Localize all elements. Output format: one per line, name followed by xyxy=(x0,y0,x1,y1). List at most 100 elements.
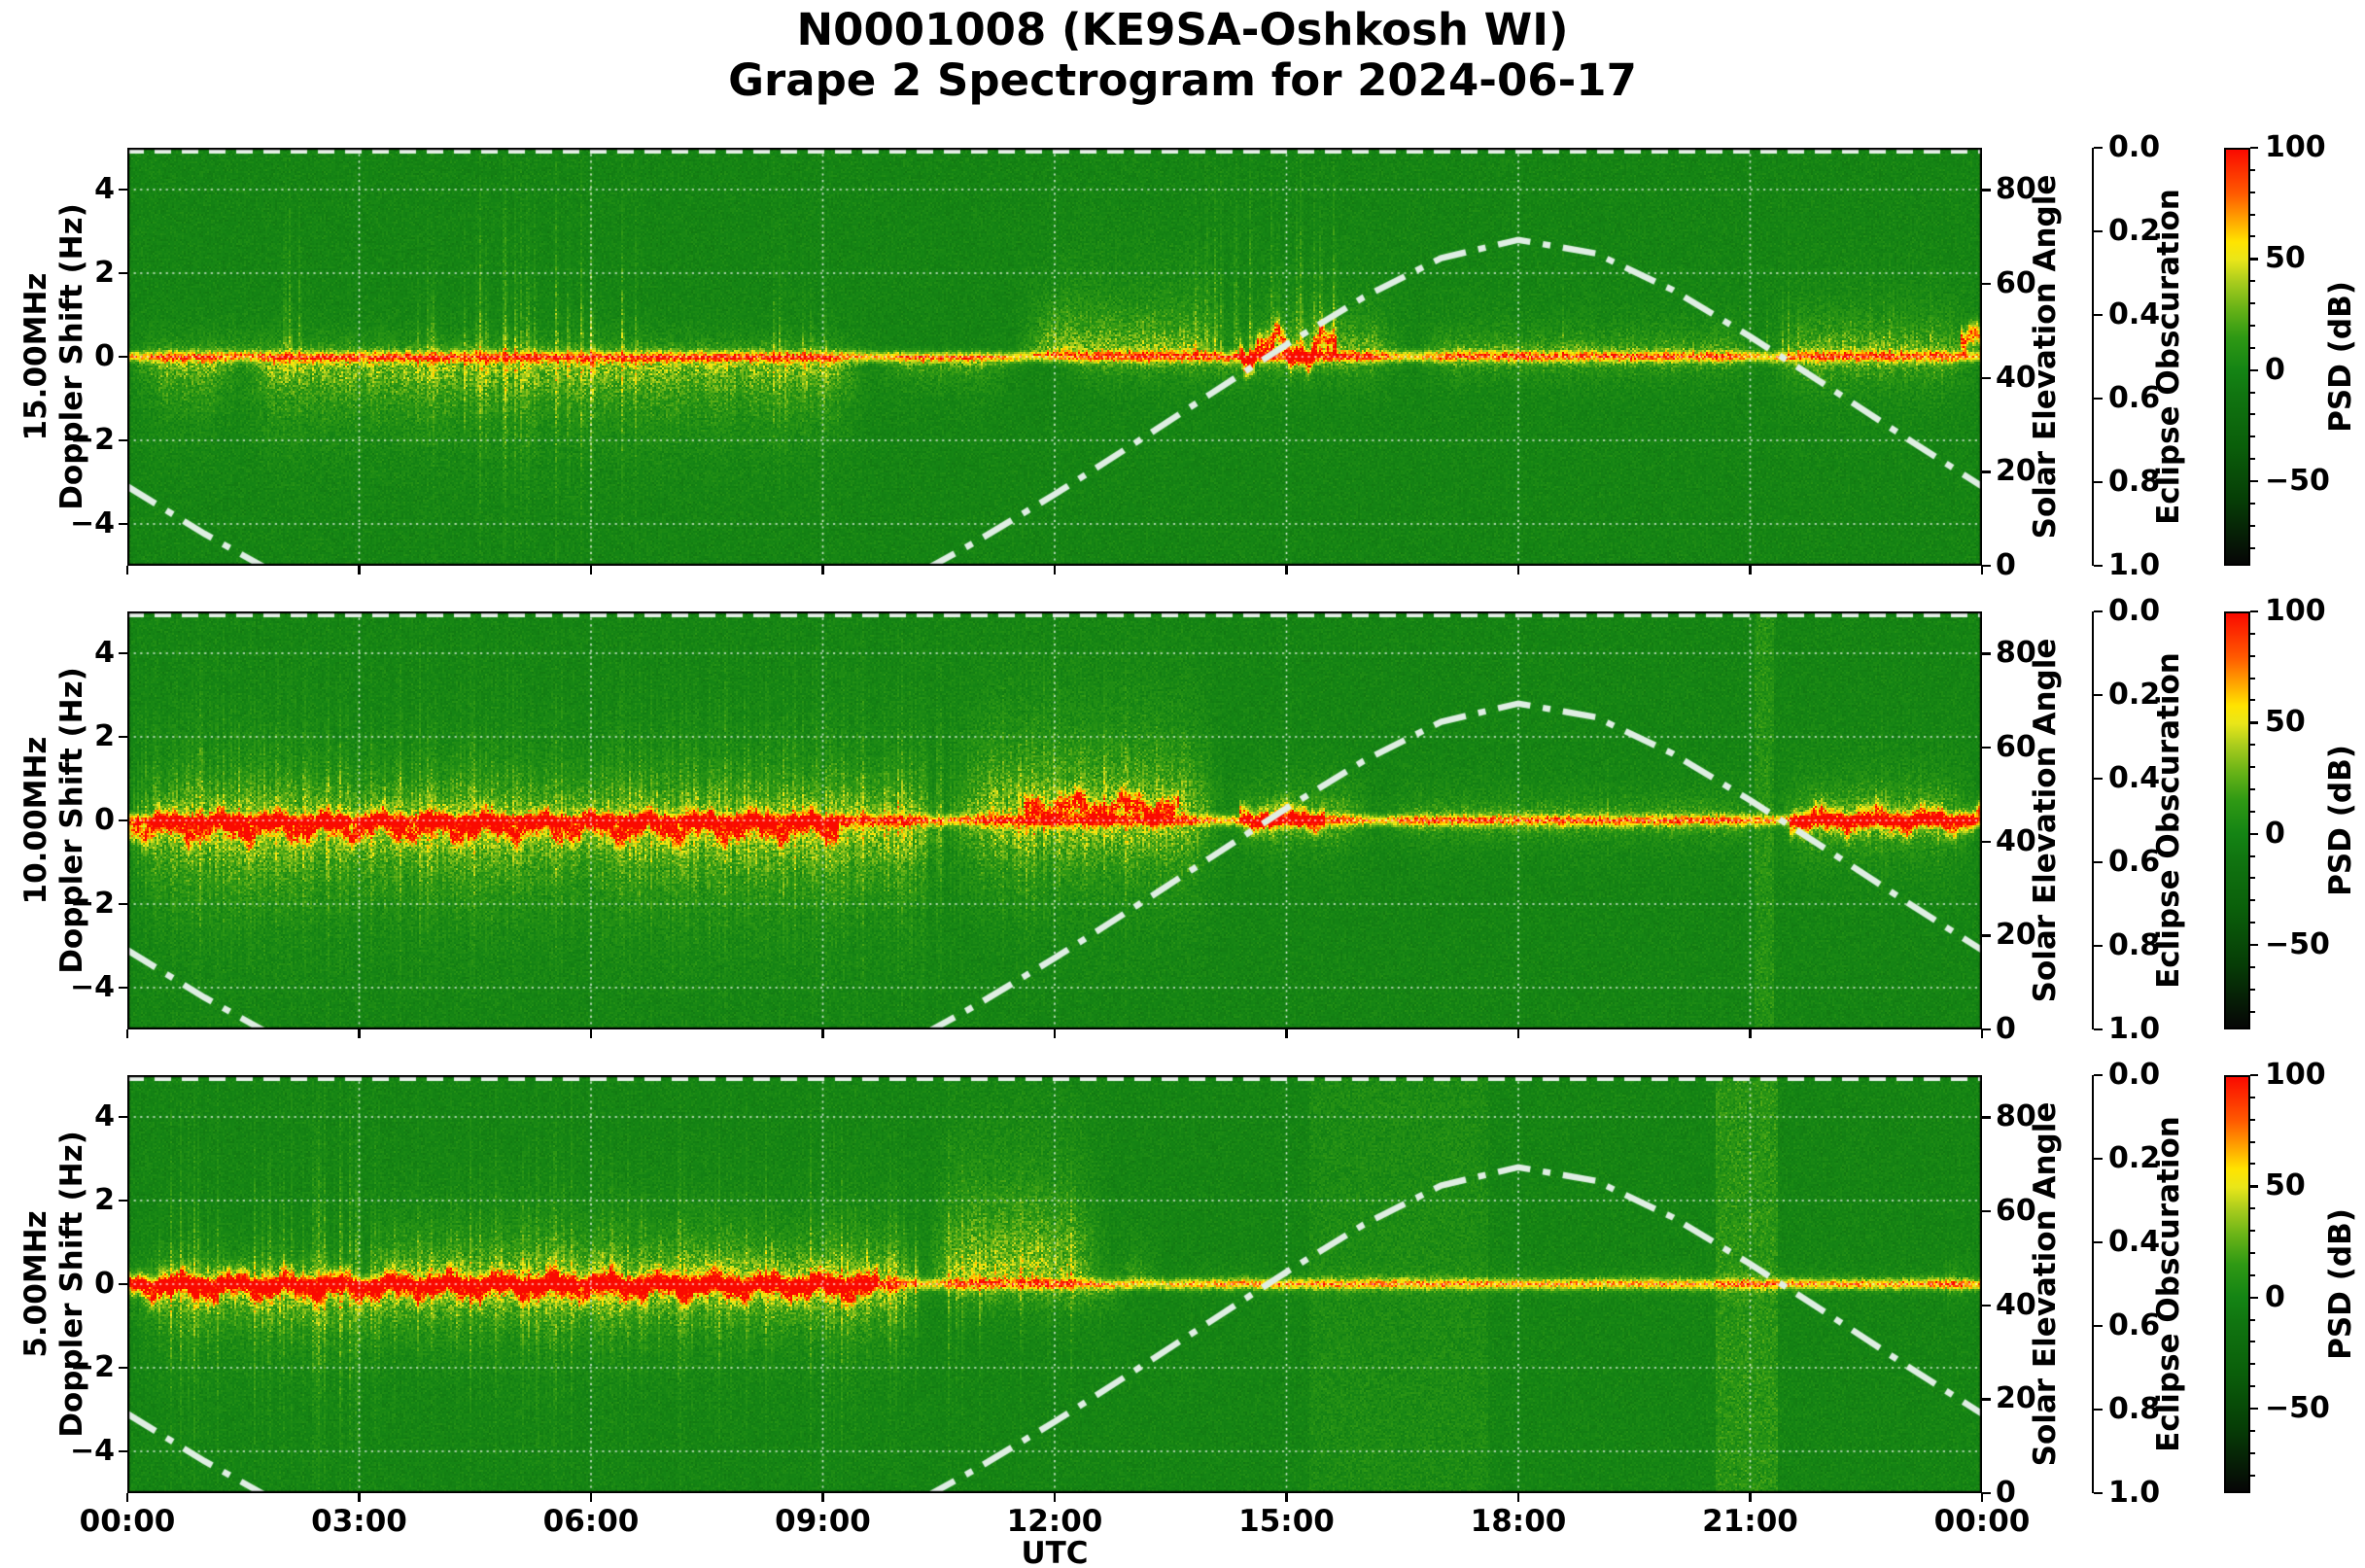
time-tick-mark xyxy=(1980,1493,1984,1502)
eclipse-tick-mark xyxy=(2094,1157,2103,1161)
doppler-tick-mark xyxy=(119,188,127,192)
eclipse-tick-label: 0.2 xyxy=(2108,214,2161,248)
doppler-tick-mark xyxy=(119,1115,127,1119)
eclipse-tick-mark xyxy=(2094,1073,2103,1077)
colorbar-minor-tick-mark xyxy=(2250,1429,2255,1432)
colorbar-minor-tick-mark xyxy=(2250,787,2255,790)
colorbar-minor-tick-mark xyxy=(2250,1140,2255,1143)
psd-colorbar-15mhz xyxy=(2224,148,2250,566)
eclipse-tick-mark xyxy=(2094,1240,2103,1244)
doppler-tick-mark xyxy=(119,735,127,739)
colorbar-tick-mark xyxy=(2250,721,2258,724)
time-tick-label: 06:00 xyxy=(542,1504,640,1539)
eclipse-tick-label: 0.0 xyxy=(2108,594,2161,628)
eclipse-tick-label: 1.0 xyxy=(2108,1012,2161,1046)
panel-overlay-canvas-5mhz xyxy=(127,1075,1982,1493)
eclipse-tick-mark xyxy=(2094,944,2103,948)
panel-overlay-canvas-15mhz xyxy=(127,148,1982,566)
colorbar-minor-tick-mark xyxy=(2250,346,2255,349)
doppler-tick-label: −4 xyxy=(69,970,115,1004)
psd-colorbar-10mhz xyxy=(2224,611,2250,1029)
time-tick-mark xyxy=(1749,1029,1752,1038)
colorbar-tick-mark xyxy=(2250,368,2258,371)
doppler-tick-mark xyxy=(119,271,127,275)
solar-tick-mark xyxy=(1982,376,1991,379)
colorbar-tick-mark xyxy=(2250,610,2258,613)
colorbar-tick-mark xyxy=(2250,832,2258,835)
doppler-tick-label: 0 xyxy=(94,803,115,837)
colorbar-minor-tick-mark xyxy=(2250,502,2255,505)
colorbar-minor-tick-mark xyxy=(2250,280,2255,283)
solar-tick-mark xyxy=(1982,1028,1991,1031)
colorbar-minor-tick-mark xyxy=(2250,168,2255,171)
eclipse-tick-label: 0.0 xyxy=(2108,130,2161,164)
colorbar-minor-tick-mark xyxy=(2250,1273,2255,1276)
colorbar-tick-mark xyxy=(2250,146,2258,150)
solar-elevation-axis-label: Solar Elevation Angle xyxy=(2028,638,2063,1003)
colorbar-minor-tick-mark xyxy=(2250,744,2255,747)
eclipse-tick-mark xyxy=(2094,777,2103,781)
solar-elevation-tick-label: 60 xyxy=(1996,1194,2036,1229)
solar-elevation-axis-label: Solar Elevation Angle xyxy=(2028,1101,2063,1467)
doppler-tick-label: −2 xyxy=(69,1350,115,1384)
eclipse-tick-label: 1.0 xyxy=(2108,1476,2161,1510)
colorbar-minor-tick-mark xyxy=(2250,1163,2255,1166)
solar-tick-mark xyxy=(1982,934,1991,937)
doppler-tick-label: 0 xyxy=(94,1267,115,1301)
colorbar-minor-tick-mark xyxy=(2250,766,2255,769)
colorbar-minor-tick-mark xyxy=(2250,810,2255,813)
doppler-tick-mark xyxy=(119,1282,127,1286)
solar-elevation-tick-label: 0 xyxy=(1996,548,2016,582)
time-tick-label: 15:00 xyxy=(1238,1504,1335,1539)
colorbar-minor-tick-mark xyxy=(2250,988,2255,991)
time-tick-mark xyxy=(1285,566,1288,575)
doppler-tick-label: −2 xyxy=(69,887,115,921)
doppler-tick-label: −2 xyxy=(69,423,115,457)
time-tick-label: 03:00 xyxy=(311,1504,407,1539)
eclipse-axis-spine xyxy=(2092,148,2095,566)
time-tick-mark xyxy=(821,1029,824,1038)
colorbar-tick-mark xyxy=(2250,1185,2258,1188)
eclipse-tick-mark xyxy=(2094,146,2103,150)
eclipse-tick-mark xyxy=(2094,229,2103,233)
time-tick-mark xyxy=(1749,1493,1752,1502)
eclipse-tick-mark xyxy=(2094,1028,2103,1031)
psd-tick-label: 50 xyxy=(2265,705,2306,740)
time-tick-mark xyxy=(125,566,129,575)
eclipse-axis-spine xyxy=(2092,1075,2095,1493)
time-tick-label: 09:00 xyxy=(775,1504,871,1539)
doppler-tick-label: 2 xyxy=(94,256,115,290)
colorbar-tick-mark xyxy=(2250,258,2258,261)
colorbar-tick-mark xyxy=(2250,1407,2258,1411)
time-tick-mark xyxy=(589,1029,593,1038)
time-tick-mark xyxy=(821,1493,824,1502)
psd-tick-label: 0 xyxy=(2265,816,2285,851)
colorbar-minor-tick-mark xyxy=(2250,546,2255,549)
solar-elevation-tick-label: 60 xyxy=(1996,266,2036,301)
time-tick-mark xyxy=(589,1493,593,1502)
doppler-tick-mark xyxy=(119,819,127,822)
colorbar-minor-tick-mark xyxy=(2250,213,2255,216)
doppler-tick-mark xyxy=(119,651,127,655)
doppler-tick-label: 2 xyxy=(94,719,115,753)
solar-tick-mark xyxy=(1982,746,1991,749)
eclipse-tick-label: 1.0 xyxy=(2108,548,2161,582)
solar-elevation-tick-label: 0 xyxy=(1996,1012,2016,1046)
eclipse-tick-label: 0.4 xyxy=(2108,1225,2161,1259)
time-tick-mark xyxy=(1749,566,1752,575)
colorbar-minor-tick-mark xyxy=(2250,391,2255,394)
psd-tick-label: 0 xyxy=(2265,352,2285,387)
eclipse-tick-label: 0.2 xyxy=(2108,678,2161,712)
solar-tick-mark xyxy=(1982,1209,1991,1213)
time-tick-mark xyxy=(1285,1029,1288,1038)
time-tick-mark xyxy=(358,566,361,575)
solar-tick-mark xyxy=(1982,652,1991,655)
doppler-tick-mark xyxy=(119,522,127,526)
doppler-tick-mark xyxy=(119,355,127,359)
doppler-tick-mark xyxy=(119,986,127,990)
colorbar-minor-tick-mark xyxy=(2250,1451,2255,1454)
psd-tick-label: 100 xyxy=(2265,130,2326,164)
solar-tick-mark xyxy=(1982,840,1991,843)
solar-tick-mark xyxy=(1982,1304,1991,1307)
chart-title-line1: N0001008 (KE9SA-Oshkosh WI) xyxy=(796,4,1569,55)
